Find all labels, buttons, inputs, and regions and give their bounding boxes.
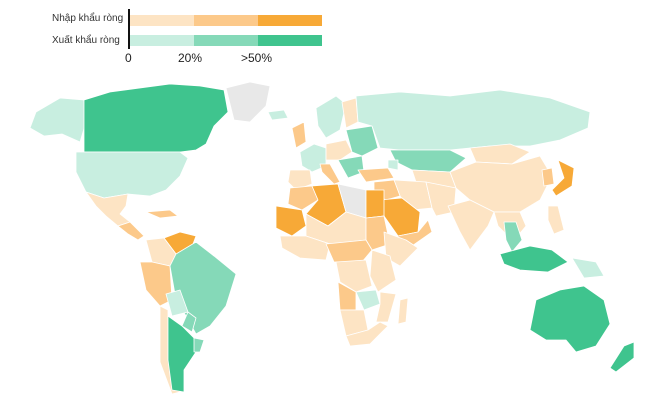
region-caribbean — [145, 209, 179, 219]
region-north-africa-west — [287, 185, 319, 211]
region-new-zealand — [609, 341, 635, 373]
legend-tick-20: 20% — [178, 51, 203, 65]
legend-export-swatch-high — [258, 35, 322, 46]
region-usa — [75, 151, 189, 199]
region-chile — [159, 305, 181, 395]
legend-import-swatch-mid — [194, 15, 258, 26]
region-east-africa — [369, 249, 397, 293]
region-madagascar — [397, 297, 409, 325]
region-china — [449, 155, 553, 213]
region-zambia — [355, 289, 381, 311]
region-mexico — [85, 191, 131, 227]
region-alaska — [29, 97, 87, 143]
region-sudan — [365, 215, 391, 251]
region-argentina — [167, 315, 197, 393]
region-india — [447, 199, 495, 251]
region-mozambique — [375, 291, 397, 323]
region-italy — [319, 163, 341, 185]
region-west-africa — [279, 235, 331, 261]
region-south-africa — [345, 321, 389, 347]
region-thailand-cambodia — [503, 221, 523, 253]
region-mongolia — [469, 143, 531, 165]
legend-import-label: Nhập khẩu ròng — [52, 13, 124, 24]
region-balkans — [337, 155, 365, 179]
region-caucasus — [387, 159, 399, 171]
region-brazil — [169, 241, 237, 335]
region-uruguay — [193, 337, 205, 353]
legend-export-bar — [130, 35, 322, 46]
region-egypt — [365, 189, 385, 219]
region-paraguay — [181, 311, 197, 333]
legend: Nhập khẩu ròng Xuất khẩu ròng 0 20% >50% — [0, 0, 340, 70]
legend-export-label: Xuất khẩu ròng — [52, 35, 120, 46]
region-eastern-europe — [345, 125, 379, 157]
region-uk-ireland — [291, 121, 307, 149]
legend-tick-0: 0 — [125, 51, 132, 65]
region-drc — [335, 259, 373, 293]
legend-import-swatch-low — [130, 15, 194, 26]
region-central-america — [117, 221, 145, 241]
region-central-africa — [325, 239, 373, 263]
region-western-sahara-mauritania — [275, 205, 307, 237]
region-finland — [341, 97, 359, 129]
region-central-europe — [325, 139, 353, 161]
legend-tick-50: >50% — [241, 51, 273, 65]
region-indonesia — [499, 245, 569, 273]
legend-export-swatch-low — [130, 35, 194, 46]
region-papua — [571, 257, 605, 279]
region-korea — [541, 167, 555, 187]
region-canada — [83, 83, 229, 153]
region-russia — [355, 89, 591, 151]
region-turkey — [357, 167, 395, 183]
region-greenland — [225, 81, 271, 123]
region-australia — [529, 285, 611, 353]
legend-import-swatch-high — [258, 15, 322, 26]
legend-export-swatch-mid — [194, 35, 258, 46]
region-taiwan-philippines — [547, 205, 565, 235]
region-scandinavia — [315, 95, 347, 139]
region-iceland — [267, 109, 289, 121]
legend-axis — [128, 9, 130, 49]
region-kazakhstan — [389, 149, 467, 173]
legend-import-bar — [130, 15, 322, 26]
region-japan — [551, 159, 575, 197]
region-horn-of-africa — [383, 231, 419, 267]
